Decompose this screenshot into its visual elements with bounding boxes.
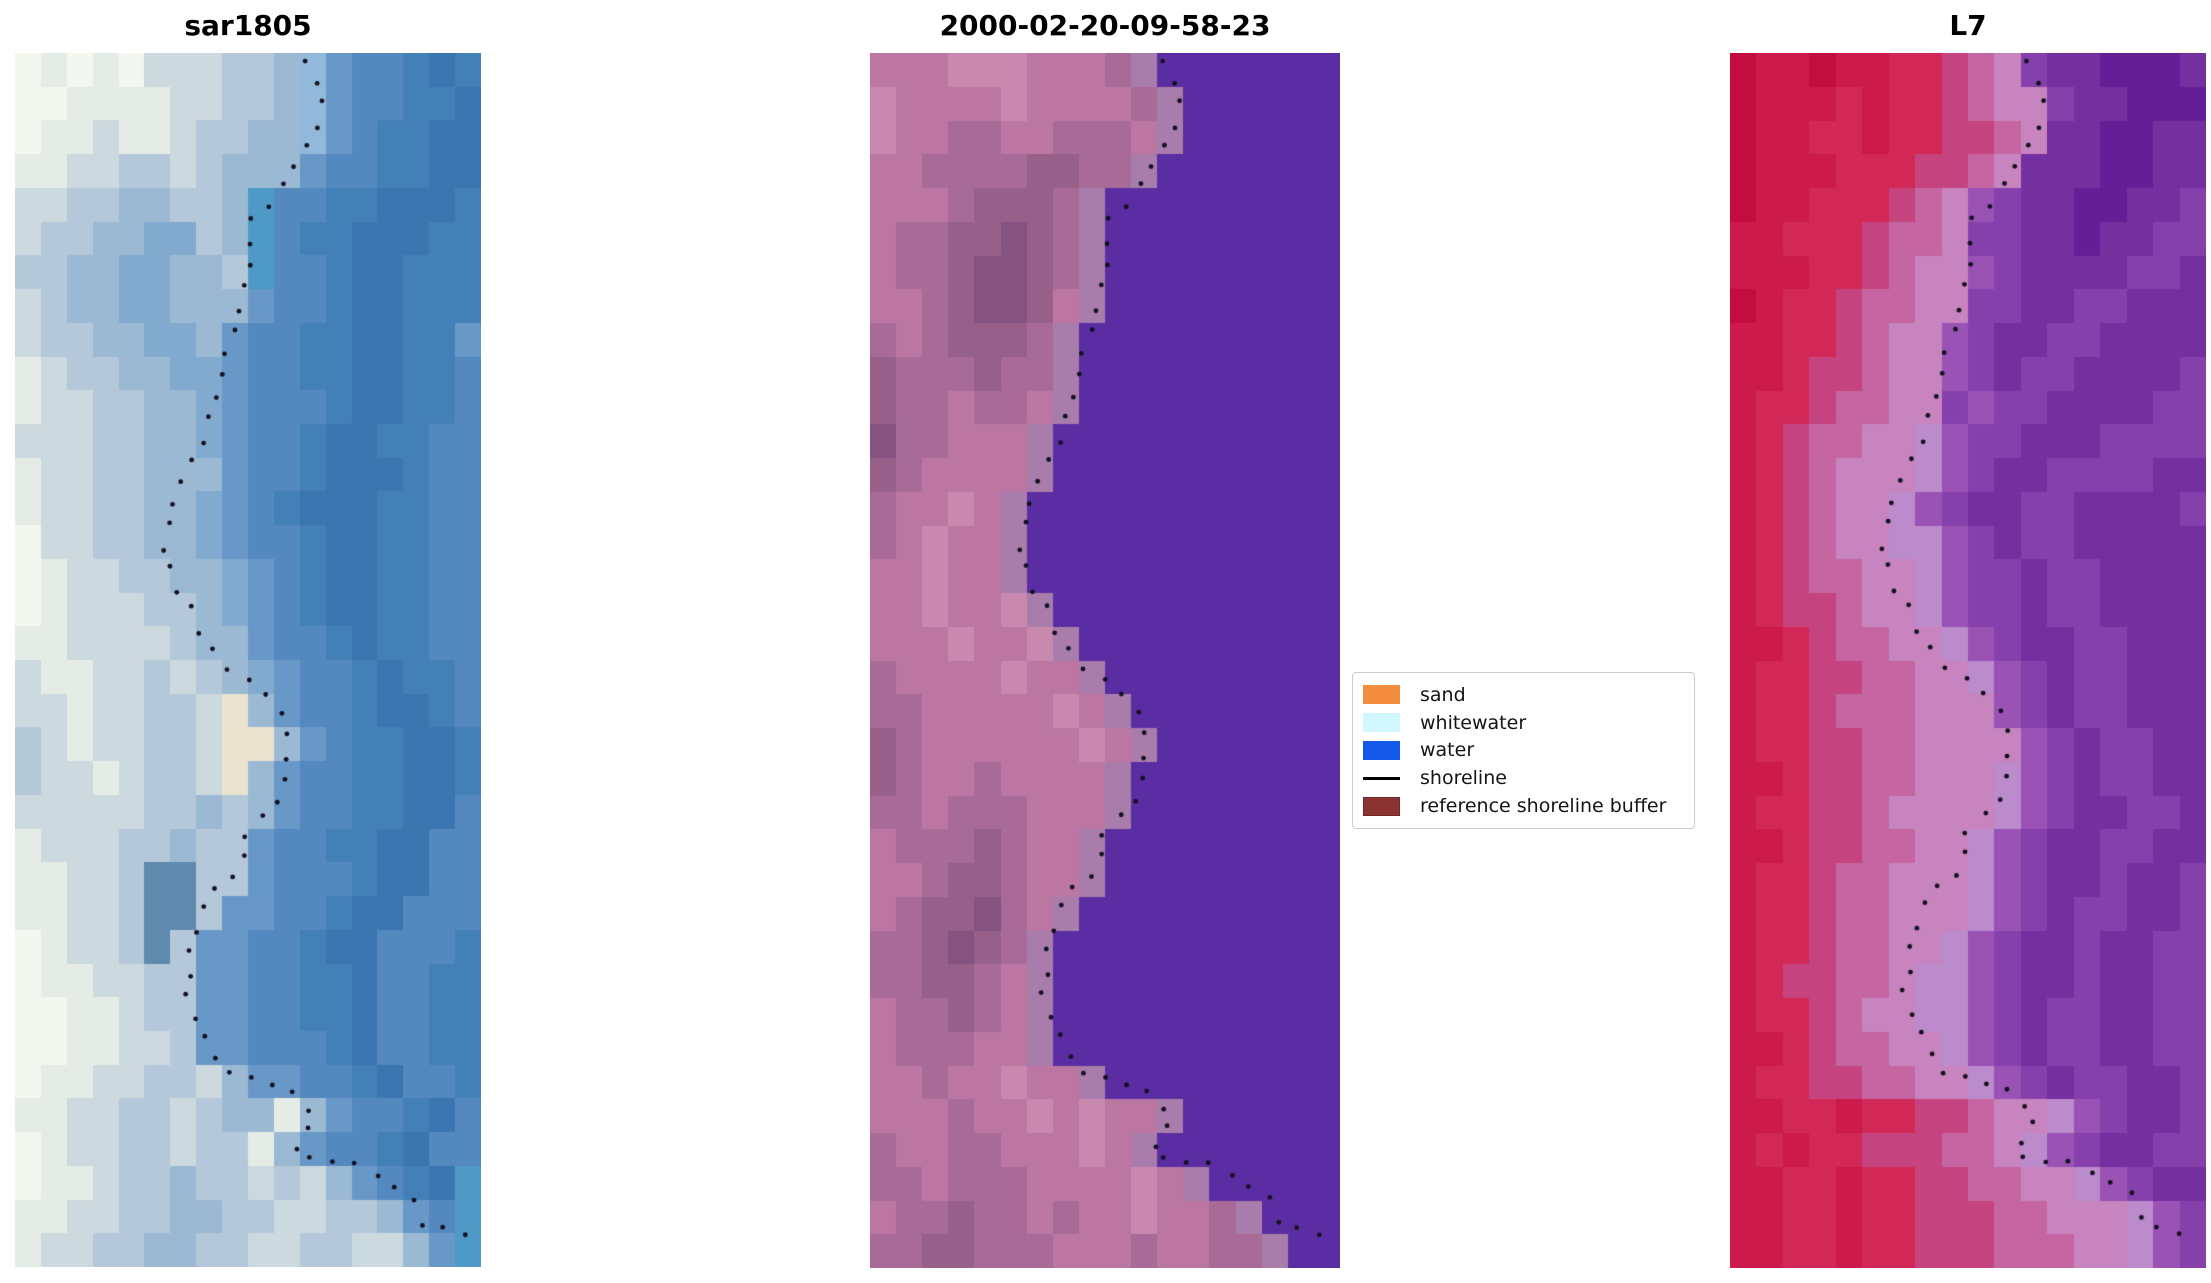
- classified-image-panel: [870, 53, 1340, 1268]
- legend-item-shoreline: shoreline: [1363, 765, 1684, 792]
- panel-title-date: 2000-02-20-09-58-23: [939, 9, 1271, 42]
- l7-image-panel: [1730, 53, 2206, 1268]
- legend-label: whitewater: [1420, 711, 1527, 734]
- legend-color-swatch: [1363, 685, 1400, 705]
- legend-item-sand: sand: [1363, 681, 1684, 708]
- legend-color-swatch: [1363, 740, 1400, 760]
- legend-label: water: [1420, 739, 1475, 762]
- legend-item-water: water: [1363, 737, 1684, 764]
- legend-color-swatch: [1363, 796, 1400, 816]
- legend-color-swatch: [1363, 713, 1400, 733]
- legend-item-reference-shoreline-buffer: reference shoreline buffer: [1363, 793, 1684, 820]
- legend-item-whitewater: whitewater: [1363, 709, 1684, 736]
- legend-label: sand: [1420, 683, 1466, 706]
- legend-label: reference shoreline buffer: [1420, 795, 1667, 818]
- panel-title-l7: L7: [1949, 9, 1987, 42]
- legend-line-swatch: [1363, 776, 1400, 780]
- legend-label: shoreline: [1420, 767, 1507, 790]
- legend: sand whitewater water shoreline reference sh…: [1352, 672, 1695, 829]
- sar-image-panel: [15, 53, 481, 1267]
- panel-title-sar1805: sar1805: [184, 9, 312, 42]
